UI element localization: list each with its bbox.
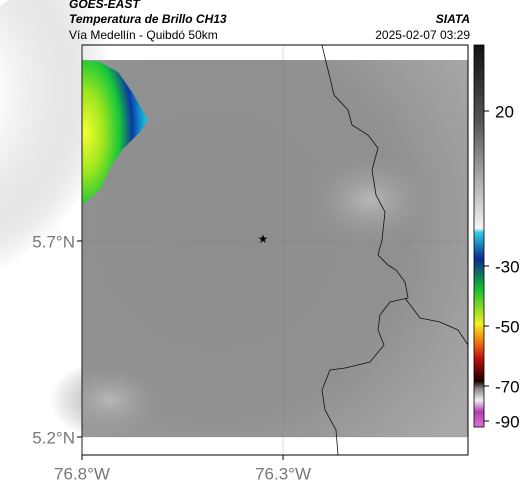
colorbar-label: -30 <box>495 257 520 276</box>
subtitle: Vía Medellín - Quibdó 50km <box>69 28 218 42</box>
colorbar-label: -70 <box>495 377 520 396</box>
chart-title: Temperatura de Brillo CH13 <box>69 12 227 26</box>
border-line <box>321 44 409 456</box>
y-tick-label: 5.2°N <box>32 428 75 447</box>
x-tick-label: 76.8°W <box>54 464 110 483</box>
location-star: ★ <box>258 232 269 246</box>
colorbar-label: 20 <box>495 102 514 121</box>
x-tick-label: 76.3°W <box>255 464 311 483</box>
org-label: SIATA <box>436 12 470 26</box>
map-margin <box>82 437 468 455</box>
colorbar-label: -50 <box>495 317 520 336</box>
datetime: 2025-02-07 03:29 <box>375 28 470 42</box>
colorbar <box>473 44 485 428</box>
bright-area <box>50 360 170 440</box>
colorbar-label: -90 <box>495 412 520 431</box>
source-title: GOES-EAST <box>69 0 141 11</box>
cold-cloud <box>82 60 148 205</box>
bright-area <box>300 150 440 250</box>
y-tick-label: 5.7°N <box>32 232 75 251</box>
border-line <box>404 297 469 346</box>
